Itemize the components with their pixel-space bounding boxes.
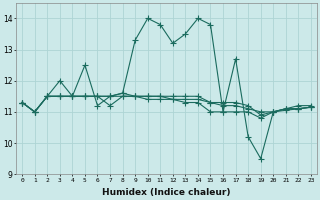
X-axis label: Humidex (Indice chaleur): Humidex (Indice chaleur) xyxy=(102,188,231,197)
